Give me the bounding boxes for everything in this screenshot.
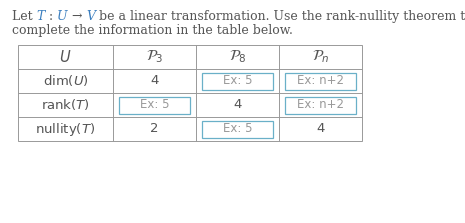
Text: :: :	[45, 10, 57, 23]
Text: $\mathcal{P}_n$: $\mathcal{P}_n$	[312, 49, 329, 65]
Text: $\mathrm{nullity}(\mathit{T})$: $\mathrm{nullity}(\mathit{T})$	[35, 120, 96, 138]
Text: 4: 4	[233, 99, 242, 112]
Text: Let: Let	[12, 10, 37, 23]
Bar	[202, 120, 273, 138]
Text: 4: 4	[150, 74, 159, 87]
Text: Ex: n+2: Ex: n+2	[297, 74, 344, 87]
Bar	[202, 72, 273, 89]
Text: Ex: 5: Ex: 5	[223, 122, 252, 136]
Text: $\mathrm{dim}(\mathit{U})$: $\mathrm{dim}(\mathit{U})$	[43, 74, 88, 89]
Text: →: →	[67, 10, 86, 23]
Text: complete the information in the table below.: complete the information in the table be…	[12, 24, 293, 37]
Bar	[18, 45, 362, 141]
Bar	[285, 72, 356, 89]
Text: Ex: 5: Ex: 5	[223, 74, 252, 87]
Text: $\mathrm{rank}(\mathit{T})$: $\mathrm{rank}(\mathit{T})$	[41, 97, 90, 112]
Bar	[119, 97, 190, 114]
Text: be a linear transformation. Use the rank-nullity theorem to: be a linear transformation. Use the rank…	[95, 10, 465, 23]
Text: $\mathit{U}$: $\mathit{U}$	[60, 49, 72, 65]
Text: T: T	[37, 10, 45, 23]
Text: 2: 2	[150, 122, 159, 136]
Bar	[285, 97, 356, 114]
Text: $\mathcal{P}_3$: $\mathcal{P}_3$	[146, 49, 163, 65]
Text: Ex: n+2: Ex: n+2	[297, 99, 344, 112]
Text: Ex: 5: Ex: 5	[140, 99, 169, 112]
Text: 4: 4	[316, 122, 325, 136]
Text: U: U	[57, 10, 67, 23]
Text: $\mathcal{P}_8$: $\mathcal{P}_8$	[229, 49, 246, 65]
Text: V: V	[86, 10, 95, 23]
